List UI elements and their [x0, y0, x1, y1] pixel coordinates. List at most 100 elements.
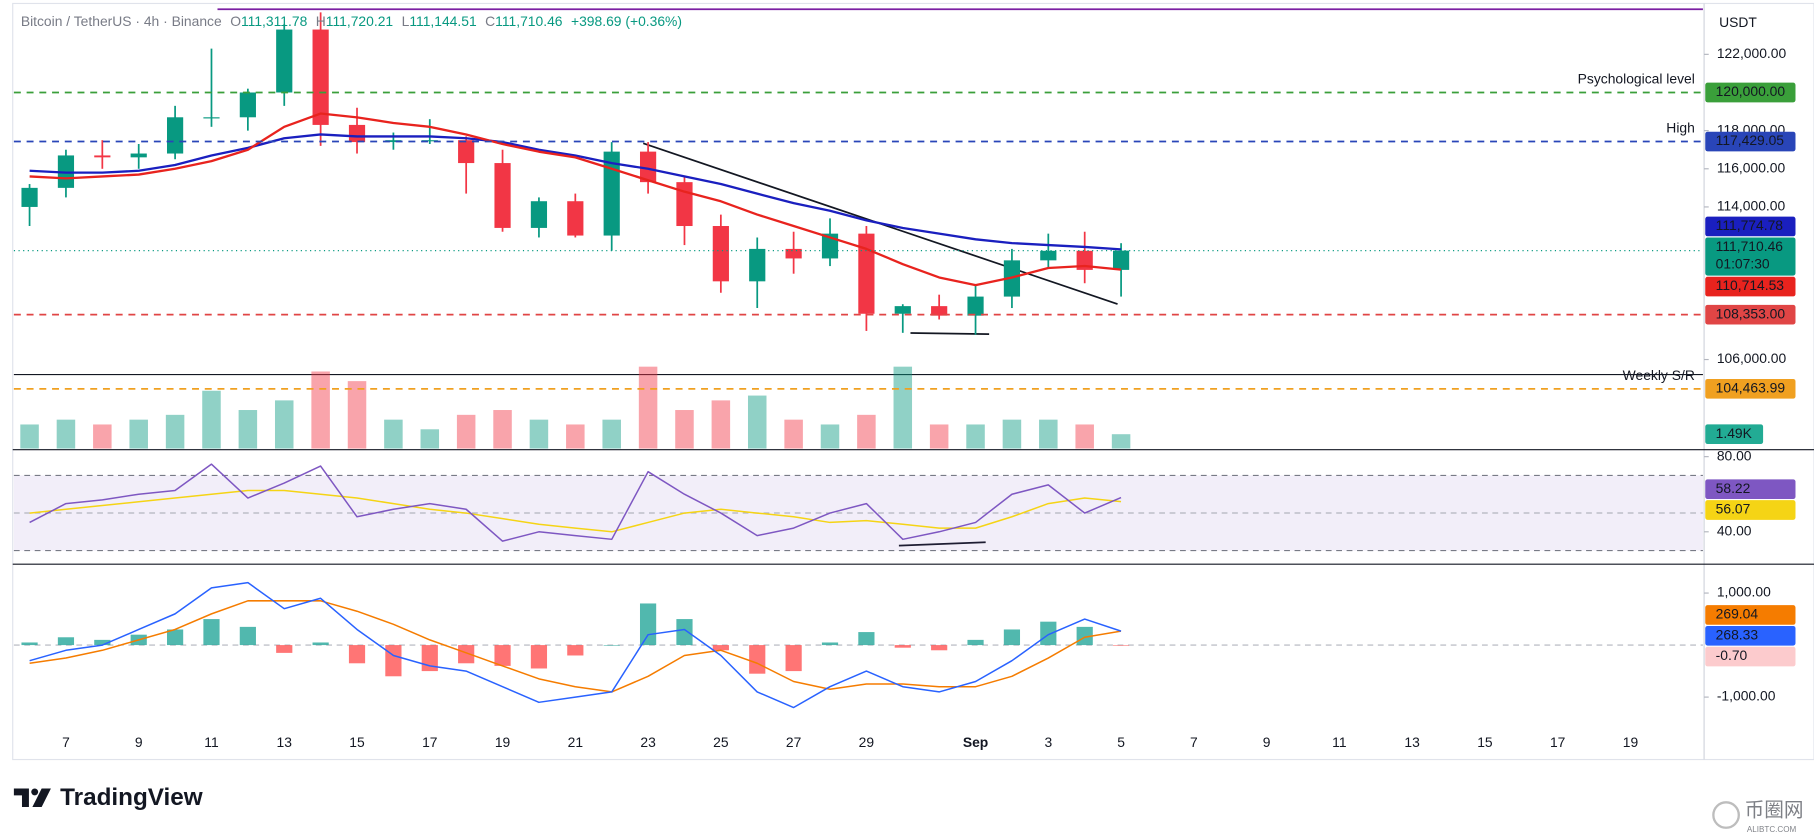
volume-bar [1002, 419, 1022, 449]
histogram-bar [57, 637, 75, 646]
histogram-bar [1040, 621, 1057, 646]
histogram-bar [94, 639, 111, 646]
histogram-bar [749, 645, 766, 674]
candle-body [348, 124, 366, 143]
histogram-bar [894, 645, 911, 648]
x-tick-label: 29 [859, 734, 875, 750]
ohlc-value: 111,710.46 [495, 13, 563, 29]
logo-icon [13, 788, 29, 807]
x-tick-label: 23 [640, 734, 656, 750]
volume-bar [93, 424, 112, 449]
price-badge [1705, 424, 1764, 445]
volume-bar [820, 424, 840, 449]
price-badge-label: 01:07:30 [1716, 255, 1770, 271]
x-tick-label: 21 [568, 734, 584, 750]
candle-body [421, 140, 438, 142]
badge-layer: 120,000.00 117,429.05 111,774.78 111,710.46… [1705, 82, 1796, 667]
volume-bar [966, 424, 985, 449]
histogram-bar [931, 645, 948, 651]
candle-body [858, 233, 875, 314]
histogram-bar [530, 645, 548, 669]
price-badge [1705, 304, 1796, 325]
x-tick-label: 7 [62, 734, 70, 750]
divergence-line [910, 332, 990, 335]
volume-bar [529, 419, 549, 449]
candle-body [931, 306, 948, 316]
candle-body [530, 201, 548, 228]
histogram-bar [203, 619, 220, 646]
histogram-bar [21, 642, 38, 646]
candle-body [21, 187, 38, 207]
candle-body [203, 117, 220, 119]
watermark-url: ALIBTC.COM [1747, 825, 1797, 834]
ohlc-prefix: O [230, 13, 241, 29]
x-tick-label: 17 [422, 734, 438, 750]
histogram-bar [494, 645, 511, 666]
price-badge-label: 268.33 [1716, 626, 1759, 642]
watermark-text: 币圈网 [1745, 800, 1804, 822]
indicator-line [29, 581, 1122, 709]
chart-frame [12, 2, 1814, 761]
candle-body [785, 248, 802, 259]
histogram-bar [166, 629, 184, 646]
ohlc-value: 111,720.21 [326, 13, 394, 29]
price-badge-label: 110,714.53 [1716, 277, 1785, 293]
volume-bar [747, 395, 767, 449]
x-tick-label: 13 [1404, 734, 1420, 750]
indicator-line [29, 489, 1122, 533]
y-tick-label: 106,000.00 [1717, 350, 1787, 366]
volume-bar [929, 424, 949, 449]
histogram-bar [312, 642, 329, 646]
price-badge [1705, 131, 1796, 152]
y-tick-label: 40.00 [1717, 522, 1752, 538]
volume-bar [1111, 434, 1131, 449]
volume-bar [420, 429, 440, 449]
price-badge-label: 108,353.00 [1716, 305, 1786, 321]
price-change: +398.69 (+0.36%) [571, 13, 682, 29]
candle-body [603, 151, 620, 236]
histogram-bar [603, 645, 620, 646]
price-badge [1705, 479, 1796, 500]
volume-bar [1039, 419, 1058, 449]
watermark-icon [1712, 801, 1740, 829]
price-badge [1705, 82, 1796, 103]
level-text: High [1666, 119, 1695, 135]
y-tick-label: 114,000.00 [1717, 198, 1786, 214]
volume-bar [456, 414, 476, 449]
volume-bar [602, 419, 621, 449]
histogram-bar [858, 632, 875, 646]
volume-bar [638, 366, 658, 449]
logo-icon [32, 788, 51, 807]
ohlc-value: 111,311.78 [241, 13, 308, 29]
volume-bar [347, 381, 367, 449]
histogram-bar [1112, 645, 1130, 646]
candle-body [967, 296, 984, 316]
volume-bar [56, 419, 76, 449]
price-badge-label: 120,000.00 [1716, 83, 1786, 99]
watermark: 币圈网 ALIBTC.COM [1712, 800, 1804, 834]
price-badge [1705, 625, 1796, 646]
y-tick-label: 80.00 [1717, 447, 1752, 463]
indicator-line [29, 600, 1122, 693]
y-tick-label: -1,000.00 [1717, 688, 1776, 704]
candle-body [1112, 250, 1130, 270]
price-badge [1705, 237, 1796, 276]
volume-bar [20, 424, 39, 449]
candle-body [166, 117, 184, 154]
x-tick-label: Sep [963, 734, 988, 750]
candle-body [712, 226, 729, 282]
candle-body [494, 163, 511, 228]
symbol: Bitcoin / TetherUS · 4h · Binance [21, 13, 222, 29]
x-tick-label: 25 [713, 734, 729, 750]
y-tick-label: 116,000.00 [1717, 159, 1786, 175]
ohlc-value: 111,144.51 [409, 13, 477, 29]
histogram-bar [785, 645, 802, 672]
histogram-bar [567, 645, 584, 656]
histogram-bar [1076, 626, 1093, 646]
candle-body [639, 151, 657, 183]
logo-text: TradingView [60, 784, 203, 811]
histogram-bar [239, 626, 256, 646]
volume-bar [238, 410, 258, 449]
ohlc-prefix: H [316, 13, 326, 29]
